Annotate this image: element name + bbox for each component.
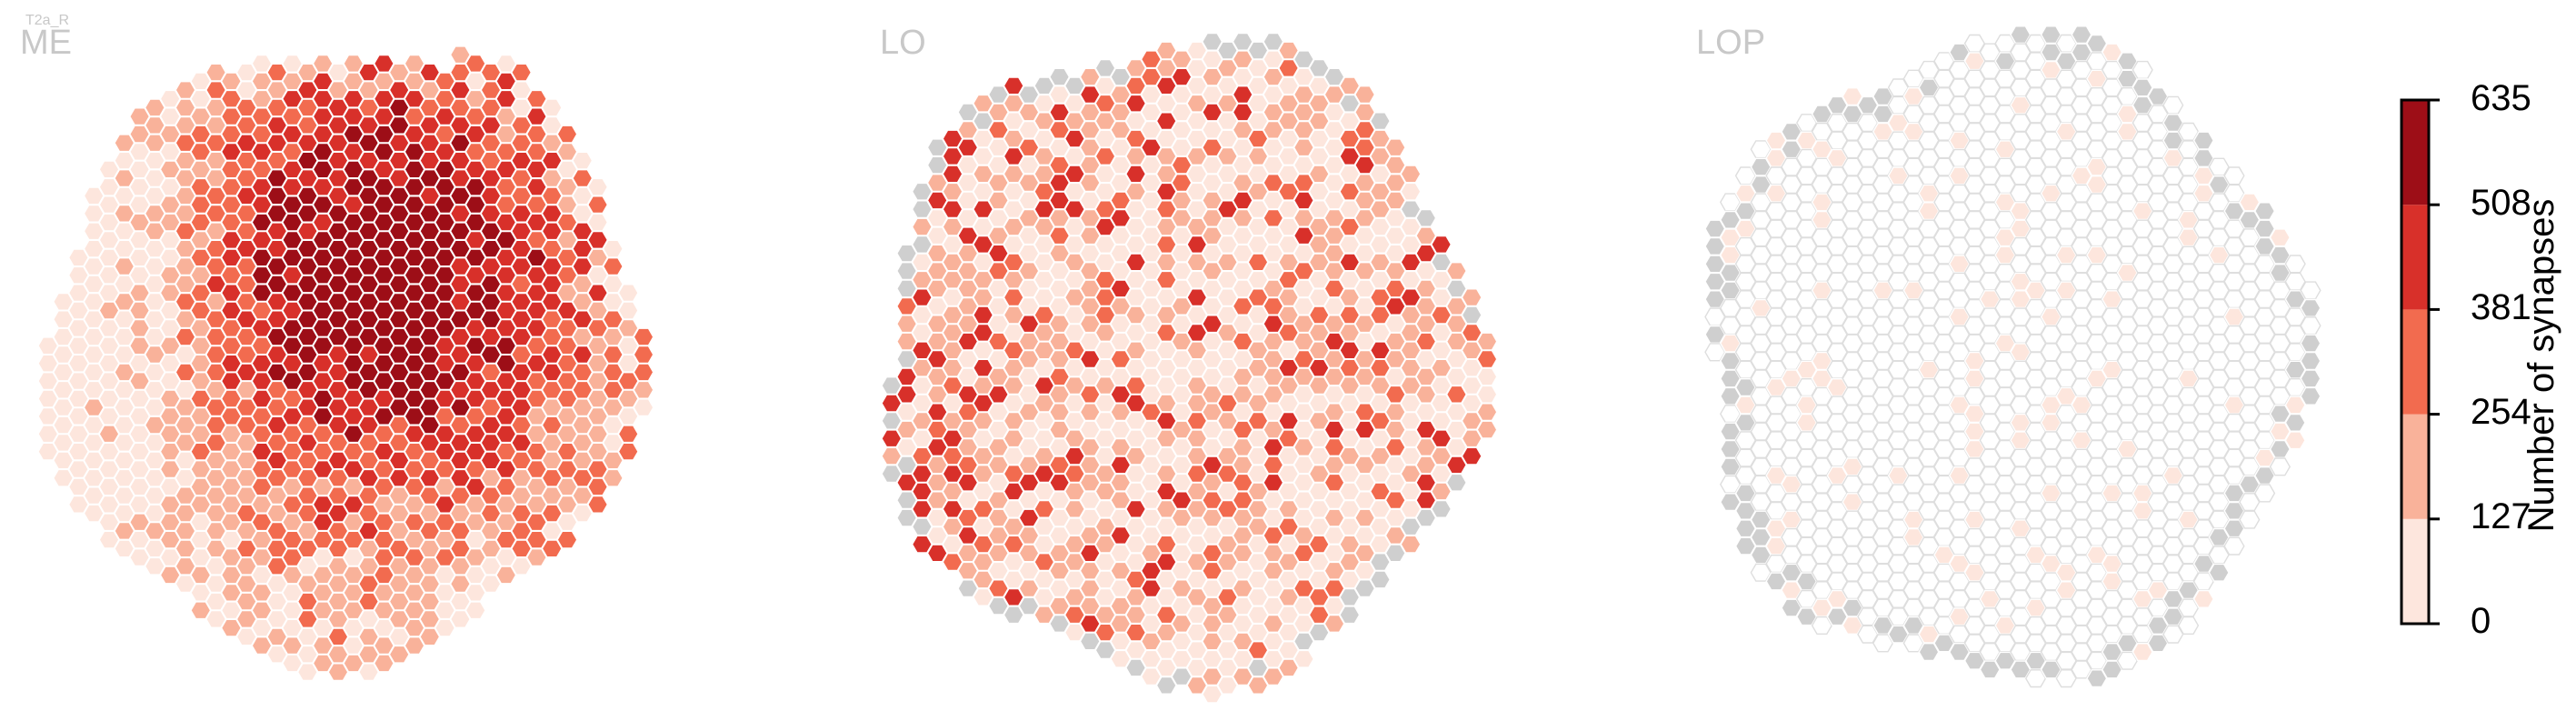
hexmap-panel-me xyxy=(37,45,654,682)
figure-caption: T2a_R xyxy=(25,13,70,28)
colorbar-segment xyxy=(2401,205,2429,310)
hex-cell xyxy=(556,530,578,549)
hex-cell xyxy=(602,468,624,487)
panel-label-lo: LO xyxy=(880,24,926,62)
hex-cell xyxy=(586,495,609,514)
colorbar-segment xyxy=(2401,414,2429,519)
colorbar-segment xyxy=(2401,309,2429,415)
colorbar-tick-label: 0 xyxy=(2471,601,2491,641)
hex-cell xyxy=(464,601,486,620)
hex-cell xyxy=(617,442,639,461)
colorbar-segment xyxy=(2401,518,2429,624)
hex-cell xyxy=(556,125,578,144)
colorbar-segment xyxy=(2401,100,2429,205)
colorbar-title: Number of synapses xyxy=(2521,198,2561,533)
panel-label-me: ME xyxy=(20,24,72,62)
hexmap-panel-lo xyxy=(881,32,1498,704)
hex-cell xyxy=(586,213,609,232)
hex-cell xyxy=(633,398,654,417)
panel-label-lop: LOP xyxy=(1696,24,1766,62)
